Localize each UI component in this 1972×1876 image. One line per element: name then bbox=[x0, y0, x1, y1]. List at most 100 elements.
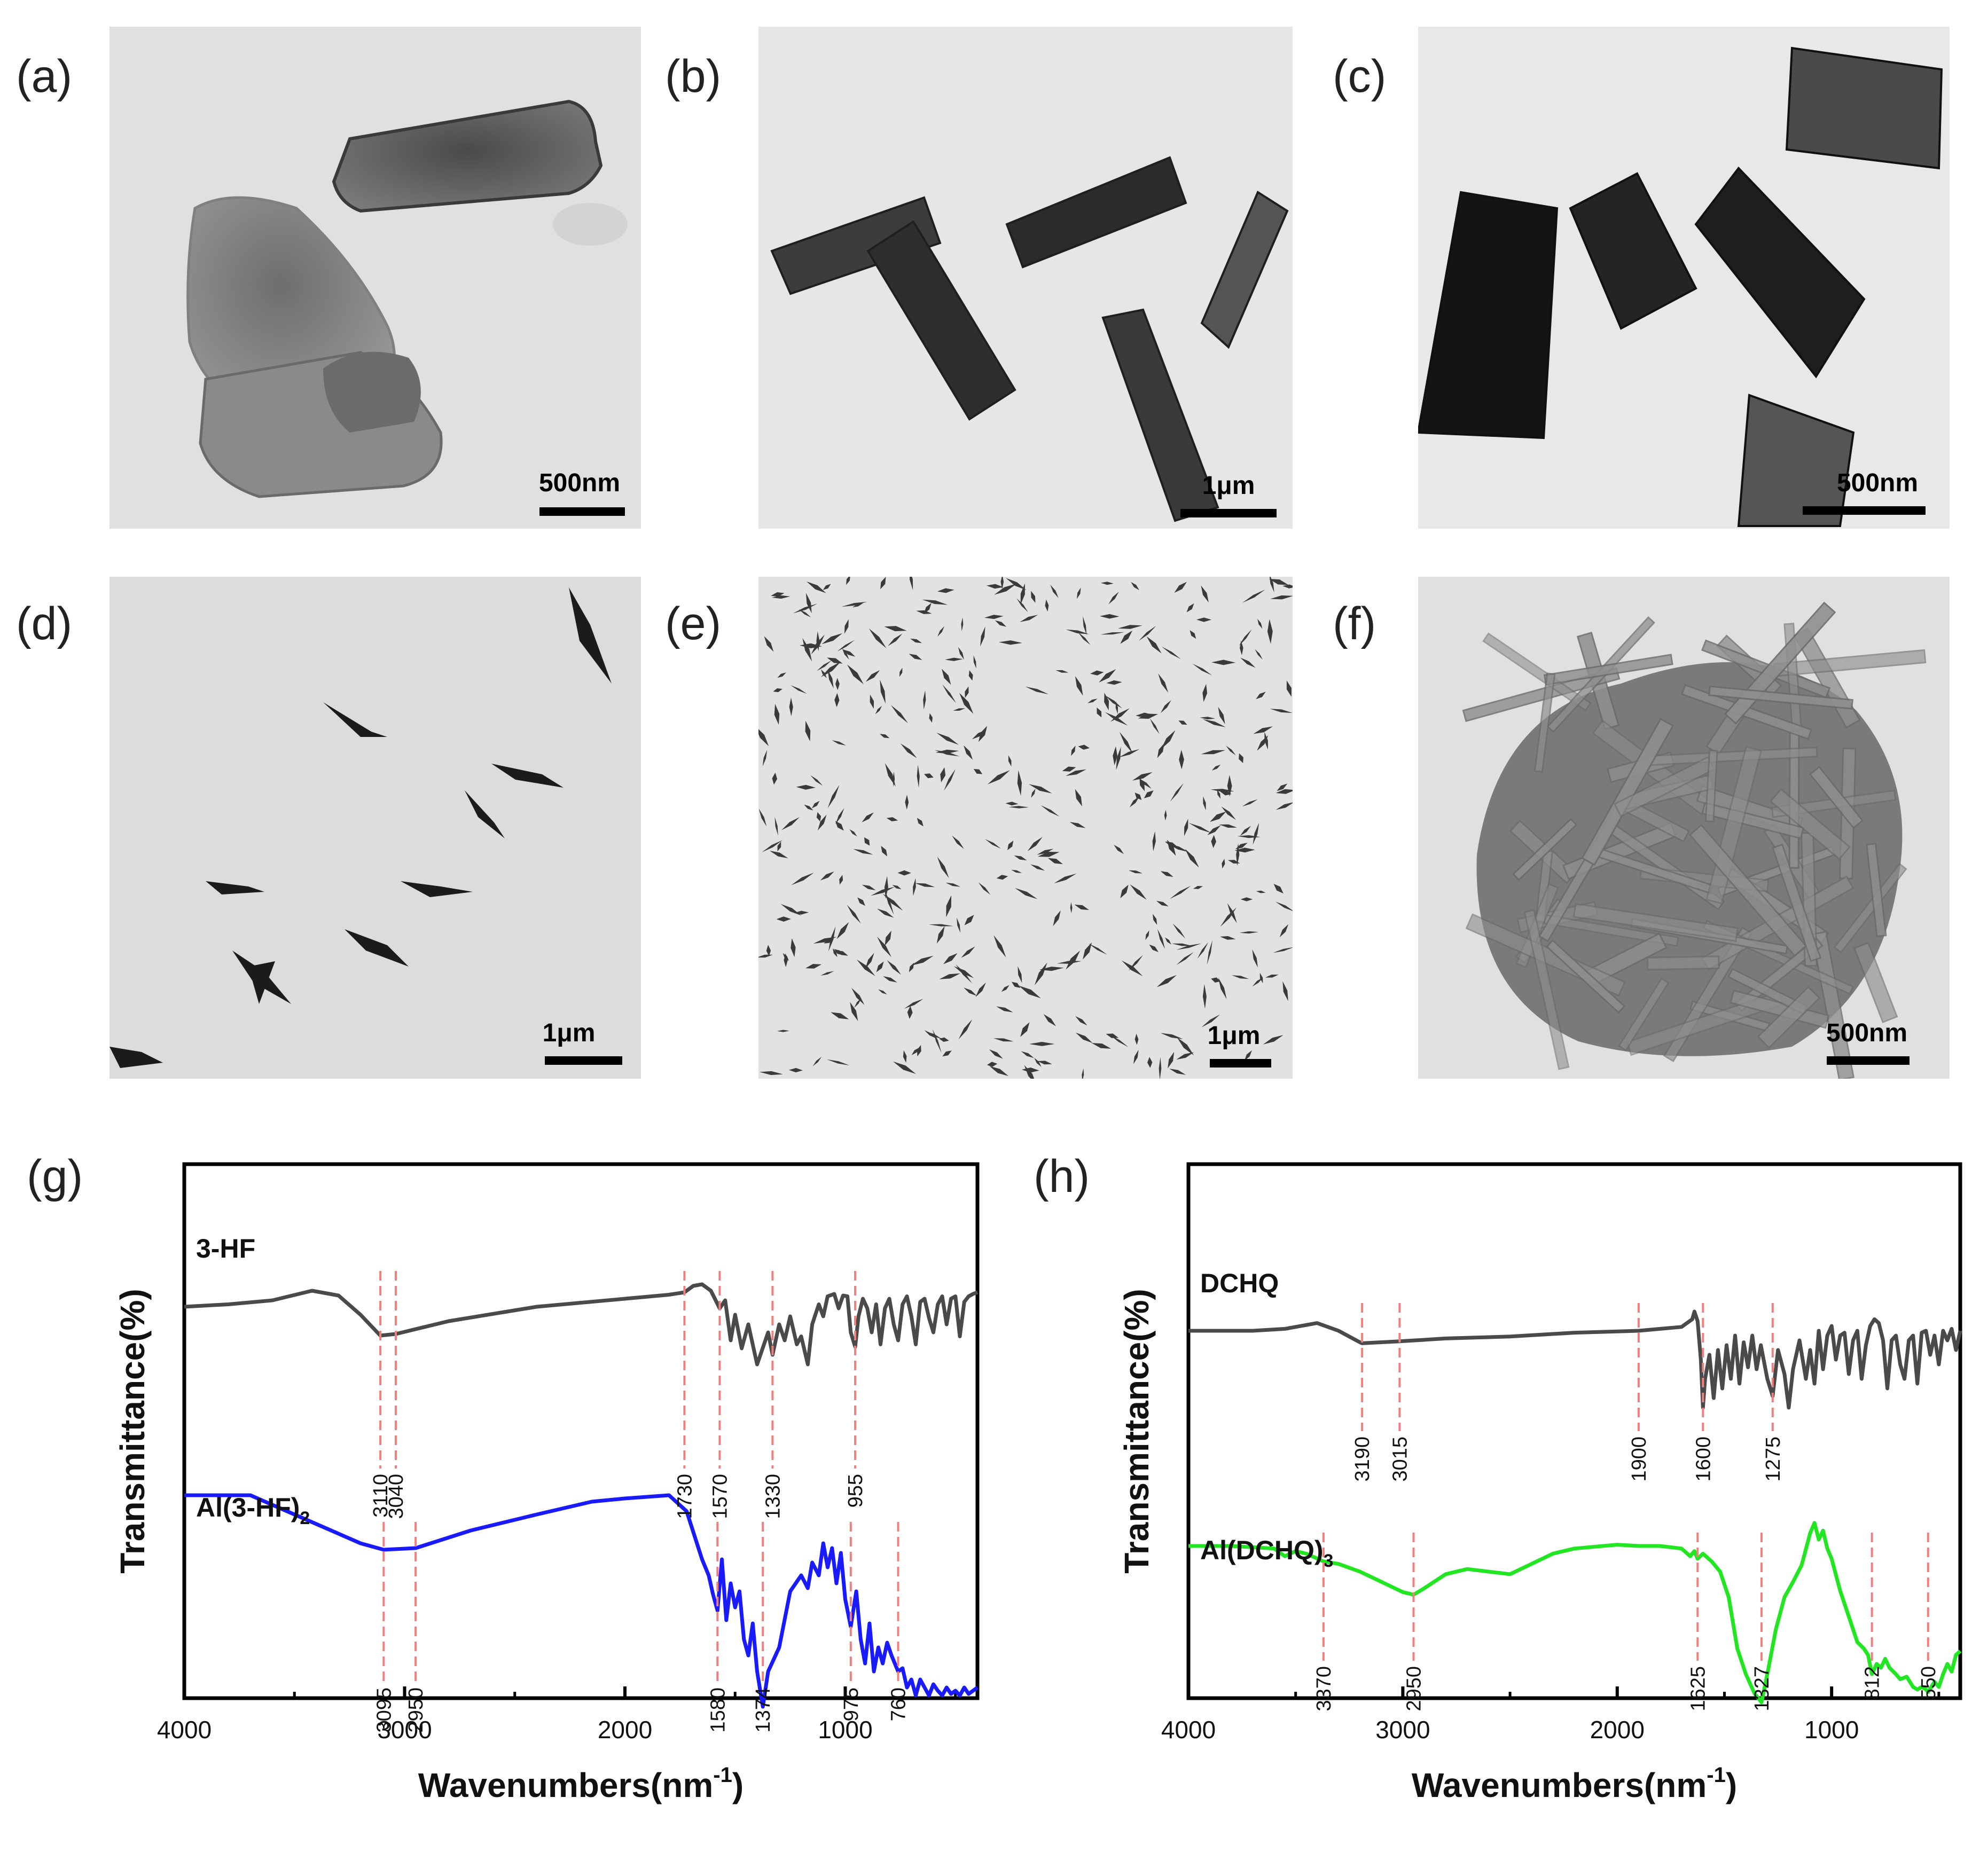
needle-crystal bbox=[937, 588, 954, 593]
micrograph-f: 500nm bbox=[1418, 577, 1950, 1079]
needle-crystal bbox=[942, 684, 956, 703]
needle-crystal bbox=[1169, 885, 1191, 899]
needle-crystal bbox=[1021, 1051, 1034, 1058]
needle-crystal bbox=[835, 808, 844, 825]
needle-crystal bbox=[827, 669, 834, 689]
needle-crystal bbox=[777, 1030, 789, 1032]
needle-crystal bbox=[1226, 745, 1236, 756]
needle-crystal bbox=[1179, 750, 1184, 770]
needle-crystal bbox=[1008, 755, 1012, 767]
needle-crystal bbox=[1082, 1068, 1084, 1079]
needle-crystal bbox=[945, 882, 961, 887]
needle-crystal bbox=[1106, 1033, 1119, 1038]
needle-crystal bbox=[1202, 719, 1226, 727]
needle-crystal bbox=[1121, 960, 1143, 976]
needle-crystal bbox=[935, 749, 959, 754]
needle-crystal bbox=[1037, 849, 1054, 855]
needle-crystal bbox=[1267, 619, 1273, 644]
platelet-crystal bbox=[1581, 718, 1674, 866]
needle-crystal bbox=[984, 615, 1004, 619]
needle-crystal bbox=[923, 690, 926, 710]
plot-frame bbox=[1186, 1162, 1962, 1700]
needle-crystal bbox=[1174, 582, 1187, 593]
needle-crystal bbox=[849, 829, 857, 837]
needle-crystal bbox=[887, 960, 901, 975]
scale-bar-a bbox=[539, 507, 625, 516]
needle-crystal bbox=[1045, 599, 1049, 612]
needle-crystal bbox=[1211, 835, 1216, 848]
needle-crystal bbox=[913, 878, 916, 896]
needle-crystal bbox=[884, 876, 888, 899]
needle-crystal bbox=[826, 1059, 850, 1066]
needle-crystal bbox=[1176, 943, 1202, 950]
needle-crystal bbox=[1020, 615, 1038, 622]
needle-crystal bbox=[946, 895, 952, 917]
tem-image-b: 1μm bbox=[758, 27, 1293, 529]
peak-label: 3110 bbox=[370, 1474, 392, 1518]
needle-crystal bbox=[1120, 884, 1129, 898]
needle-crystal bbox=[1253, 822, 1259, 845]
needle-crystal bbox=[1236, 843, 1240, 866]
needle-crystal bbox=[1149, 718, 1160, 734]
needle-crystal bbox=[1275, 789, 1293, 794]
particle bbox=[1101, 308, 1219, 522]
micrograph-e: 1μm bbox=[758, 577, 1293, 1079]
panel-label-c: (c) bbox=[1333, 51, 1387, 102]
peak-label: 3095 bbox=[373, 1687, 395, 1733]
needle-crystal bbox=[1156, 975, 1177, 987]
needle-crystal bbox=[917, 765, 920, 788]
needle-crystal bbox=[1083, 616, 1087, 635]
needle-crystal bbox=[999, 640, 1022, 645]
peak-label: 3040 bbox=[385, 1474, 408, 1519]
x-axis-title-close: ) bbox=[1726, 1766, 1737, 1804]
needle-crystal bbox=[1197, 942, 1209, 959]
needle-crystal bbox=[1011, 982, 1021, 988]
needle-crystal bbox=[1273, 884, 1284, 894]
needle-crystal bbox=[870, 694, 874, 709]
panel-label-d: (d) bbox=[16, 598, 73, 649]
needle-crystal bbox=[1153, 914, 1157, 925]
needle-crystal bbox=[980, 626, 985, 647]
needle-crystal bbox=[1219, 936, 1236, 940]
needle-crystal bbox=[868, 628, 887, 648]
needle-crystal bbox=[1270, 709, 1293, 713]
needle-crystal bbox=[1202, 984, 1207, 1009]
needle-crystal bbox=[964, 987, 977, 996]
needle-crystal bbox=[937, 626, 945, 637]
platelet-crystal bbox=[1704, 749, 1718, 823]
spectrum-g: 4000 3000 2000 1000 Wavenumbers(nm-1) Transmi… bbox=[0, 1148, 993, 1869]
needle-crystal bbox=[936, 926, 945, 944]
needle-crystal bbox=[789, 697, 793, 717]
platelet-crystal bbox=[1533, 672, 1556, 773]
needle-crystal bbox=[1185, 849, 1199, 868]
tem-image-e: 1μm bbox=[758, 577, 1293, 1079]
needle-crystal bbox=[817, 814, 827, 831]
needle-crystal bbox=[832, 740, 846, 745]
needle-cluster bbox=[345, 929, 409, 967]
needle-crystal bbox=[864, 837, 870, 846]
needle-crystal bbox=[1075, 1016, 1087, 1026]
needle-crystal bbox=[788, 1067, 803, 1073]
needle-crystal bbox=[915, 883, 935, 888]
needle-crystal bbox=[1071, 745, 1076, 756]
needle-crystal bbox=[1040, 805, 1060, 817]
needle-crystal bbox=[821, 661, 841, 677]
needle-crystal bbox=[909, 654, 922, 660]
needle-crystal bbox=[1062, 766, 1076, 772]
needle-crystal bbox=[1239, 753, 1243, 763]
needle-crystal bbox=[958, 1019, 973, 1040]
needle-cluster bbox=[206, 881, 264, 894]
needle-crystal bbox=[911, 955, 934, 966]
needle-crystal bbox=[1087, 698, 1098, 703]
needle-crystal bbox=[1161, 646, 1181, 660]
needle-crystal bbox=[865, 670, 880, 682]
needle-crystal bbox=[766, 945, 771, 956]
needle-crystal bbox=[988, 770, 1010, 784]
needle-crystal bbox=[1031, 789, 1036, 798]
needle-crystal bbox=[852, 603, 864, 608]
needle-crystal bbox=[1011, 869, 1022, 873]
needle-crystal bbox=[1074, 905, 1089, 910]
panel-label-h: (h) bbox=[1034, 1151, 1090, 1202]
needle-cluster bbox=[248, 961, 275, 1004]
needle-crystal bbox=[1218, 977, 1227, 999]
